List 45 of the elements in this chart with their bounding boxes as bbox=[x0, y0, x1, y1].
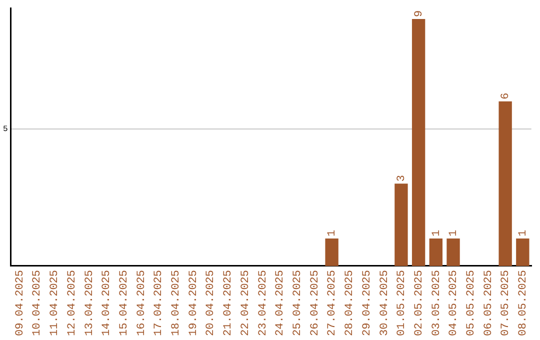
x-tick-label: 24.04.2025 bbox=[274, 270, 287, 336]
bar bbox=[412, 18, 426, 266]
x-tick-label: 22.04.2025 bbox=[240, 270, 252, 336]
x-tick-label: 20.04.2025 bbox=[205, 270, 218, 336]
bar bbox=[325, 238, 338, 266]
x-tick-label: 07.05.2025 bbox=[500, 270, 512, 336]
bar bbox=[394, 184, 408, 266]
x-tick-label: 14.04.2025 bbox=[101, 270, 114, 336]
x-tick-label: 16.04.2025 bbox=[136, 270, 148, 336]
x-tick-label: 23.04.2025 bbox=[257, 270, 270, 336]
x-tick-label: 25.04.2025 bbox=[292, 270, 304, 336]
bar bbox=[516, 238, 530, 266]
x-tick-label: 27.04.2025 bbox=[326, 270, 339, 336]
x-tick-label: 10.04.2025 bbox=[32, 270, 44, 336]
x-tick-label: 15.04.2025 bbox=[118, 270, 130, 336]
x-tick-label: 09.04.2025 bbox=[14, 270, 26, 336]
y-tick-label: 5 bbox=[2, 124, 8, 134]
x-tick-label: 29.04.2025 bbox=[361, 270, 374, 336]
data-label: 9 bbox=[413, 10, 426, 17]
x-tick-label: 11.04.2025 bbox=[49, 270, 62, 336]
data-label: 3 bbox=[396, 175, 408, 182]
data-label: 1 bbox=[518, 230, 530, 237]
x-tick-label: 19.04.2025 bbox=[188, 270, 200, 336]
data-label: 1 bbox=[448, 230, 460, 237]
bar bbox=[446, 238, 460, 266]
x-tick-label: 01.05.2025 bbox=[396, 270, 408, 336]
x-tick-label: 04.05.2025 bbox=[448, 270, 460, 336]
x-tick-label: 03.05.2025 bbox=[430, 270, 443, 336]
x-tick-label: 21.04.2025 bbox=[222, 270, 235, 336]
x-tick-label: 05.05.2025 bbox=[466, 270, 478, 336]
bar bbox=[429, 238, 443, 266]
x-tick-label: 28.04.2025 bbox=[344, 270, 356, 336]
bar bbox=[498, 101, 512, 266]
x-tick-label: 30.04.2025 bbox=[378, 270, 391, 336]
x-tick-label: 12.04.2025 bbox=[66, 270, 78, 336]
data-label: 1 bbox=[430, 230, 443, 237]
data-label: 6 bbox=[500, 92, 512, 100]
x-tick-label: 18.04.2025 bbox=[170, 270, 183, 336]
x-tick-label: 26.04.2025 bbox=[309, 270, 322, 336]
x-tick-label: 17.04.2025 bbox=[153, 270, 166, 336]
data-label: 1 bbox=[326, 230, 339, 237]
x-tick-label: 13.04.2025 bbox=[84, 270, 96, 336]
x-tick-label: 06.05.2025 bbox=[482, 270, 495, 336]
x-tick-label: 08.05.2025 bbox=[518, 270, 530, 336]
x-tick-label: 02.05.2025 bbox=[413, 270, 426, 336]
